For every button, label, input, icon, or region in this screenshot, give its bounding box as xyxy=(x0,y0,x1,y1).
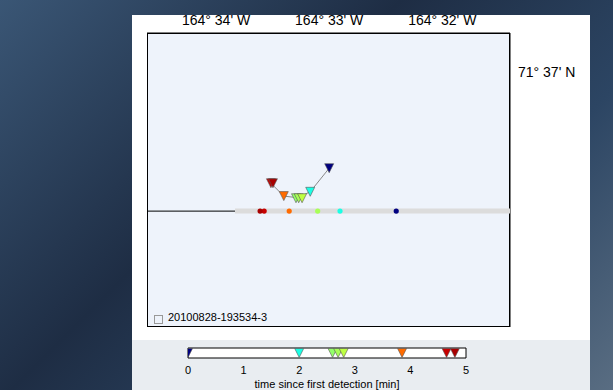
html-text:20100828-193534-3: 20100828-193534-3 xyxy=(168,311,268,323)
svg-text:4: 4 xyxy=(407,364,413,376)
svg-text:3: 3 xyxy=(352,364,358,376)
svg-text:1: 1 xyxy=(241,364,247,376)
svg-text:71° 37' N: 71° 37' N xyxy=(518,64,575,80)
svg-text:0: 0 xyxy=(185,364,191,376)
svg-text:164° 34' W: 164° 34' W xyxy=(182,12,251,28)
svg-text:5: 5 xyxy=(463,364,469,376)
svg-text:164° 33' W: 164° 33' W xyxy=(295,12,364,28)
svg-text:time since first detection [mi: time since first detection [min] xyxy=(255,378,400,390)
svg-text:2: 2 xyxy=(296,364,302,376)
svg-text:164° 32' W: 164° 32' W xyxy=(408,12,477,28)
